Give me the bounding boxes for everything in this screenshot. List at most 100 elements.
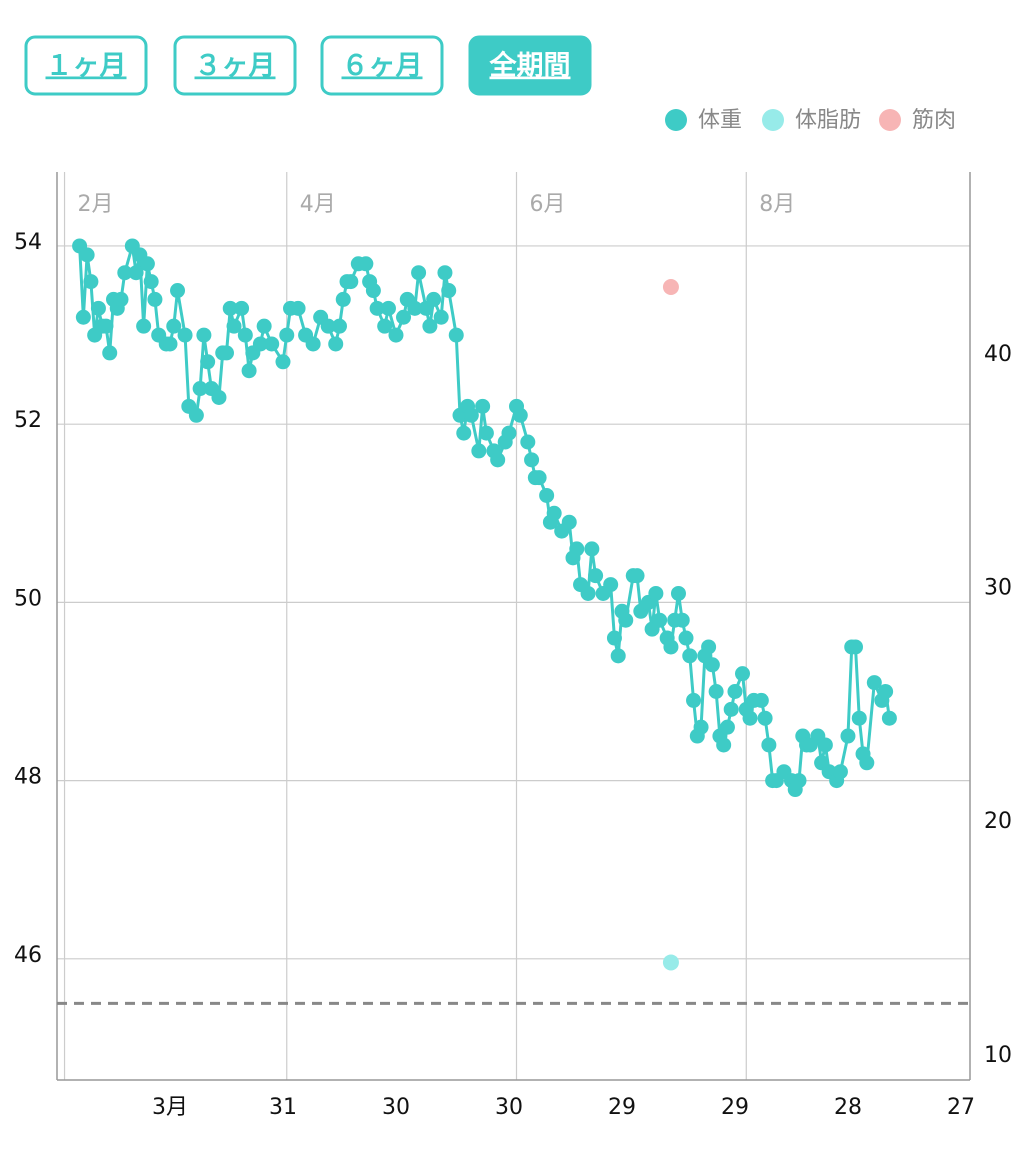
data-point: [200, 354, 216, 370]
data-point: [380, 300, 396, 316]
y2-tick-label: 20: [984, 809, 1012, 834]
data-point: [761, 737, 777, 753]
x-tick-label: 30: [495, 1095, 523, 1120]
data-point: [757, 710, 773, 726]
data-point: [832, 764, 848, 780]
y2-tick-label: 10: [984, 1043, 1012, 1068]
period-button-label[interactable]: １ヶ月: [46, 51, 127, 82]
legend-label: 筋肉: [912, 108, 956, 133]
data-point: [456, 425, 472, 441]
period-button[interactable]: [320, 35, 444, 96]
data-point: [878, 683, 894, 699]
period-button-label[interactable]: ３ヶ月: [195, 51, 276, 82]
data-point: [686, 692, 702, 708]
data-point: [139, 256, 155, 272]
x-top-tick-label: 2月: [78, 192, 114, 217]
data-point: [584, 541, 600, 557]
data-point: [539, 487, 555, 503]
x-tick-label: 29: [608, 1095, 636, 1120]
y-tick-label: 54: [14, 230, 42, 255]
data-point: [719, 719, 735, 735]
data-point: [670, 585, 686, 601]
data-point: [305, 336, 321, 352]
data-point: [629, 568, 645, 584]
data-point: [693, 719, 709, 735]
data-point: [580, 585, 596, 601]
period-button[interactable]: [468, 35, 592, 96]
data-point: [753, 692, 769, 708]
x-tick-label: 27: [947, 1095, 975, 1120]
data-point: [162, 336, 178, 352]
data-point: [512, 407, 528, 423]
data-point: [369, 300, 385, 316]
data-point: [411, 265, 427, 281]
data-point: [196, 327, 212, 343]
data-point: [866, 675, 882, 691]
data-point: [275, 354, 291, 370]
data-point: [618, 612, 634, 628]
data-point: [279, 327, 295, 343]
series-line: [78, 245, 891, 794]
data-point: [490, 452, 506, 468]
period-button-label[interactable]: ６ヶ月: [342, 51, 423, 82]
legend-label: 体重: [698, 108, 742, 133]
data-point: [117, 265, 133, 281]
data-point: [735, 666, 751, 682]
x-tick-label: 30: [382, 1095, 410, 1120]
legend-label: 体脂肪: [795, 108, 861, 133]
data-point: [128, 265, 144, 281]
data-point: [437, 265, 453, 281]
data-point: [727, 683, 743, 699]
data-point: [531, 470, 547, 486]
period-button-label[interactable]: 全期間: [489, 50, 571, 82]
data-point: [433, 309, 449, 325]
data-point: [817, 737, 833, 753]
x-tick-label: 3月: [152, 1095, 188, 1120]
data-point: [407, 300, 423, 316]
x-tick-label: 31: [269, 1095, 297, 1120]
data-point: [475, 398, 491, 414]
data-point: [388, 327, 404, 343]
data-point: [170, 283, 186, 299]
data-point: [75, 309, 91, 325]
data-point: [241, 363, 257, 379]
y-tick-label: 46: [14, 943, 42, 968]
data-point: [441, 283, 457, 299]
data-point: [682, 648, 698, 664]
data-point: [610, 648, 626, 664]
data-point: [569, 541, 585, 557]
data-point: [859, 755, 875, 771]
data-point: [847, 639, 863, 655]
data-point: [704, 657, 720, 673]
data-point: [358, 256, 374, 272]
period-button[interactable]: [173, 35, 297, 96]
legend-marker: [665, 109, 687, 131]
data-point: [252, 336, 268, 352]
data-point: [546, 505, 562, 521]
data-point: [520, 434, 536, 450]
data-point: [588, 568, 604, 584]
data-point: [143, 274, 159, 290]
data-point: [663, 639, 679, 655]
data-point: [603, 577, 619, 593]
data-point: [422, 318, 438, 334]
data-point: [463, 407, 479, 423]
data-point: [331, 318, 347, 334]
data-point: [192, 381, 208, 397]
data-point: [136, 318, 152, 334]
data-point: [448, 327, 464, 343]
data-point: [113, 291, 129, 307]
data-point: [674, 612, 690, 628]
data-point: [561, 514, 577, 530]
y-tick-label: 50: [14, 586, 42, 611]
data-point: [264, 336, 280, 352]
data-point: [791, 773, 807, 789]
data-point: [83, 274, 99, 290]
data-point: [102, 345, 118, 361]
data-point: [426, 291, 442, 307]
data-point: [328, 336, 344, 352]
period-button[interactable]: [24, 35, 148, 96]
data-point: [501, 425, 517, 441]
x-tick-label: 28: [834, 1095, 862, 1120]
